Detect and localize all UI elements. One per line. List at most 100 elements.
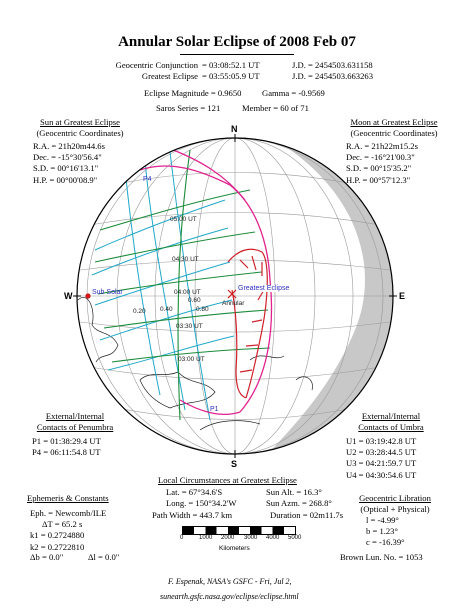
moon-dec: Dec. = -16°21'00.3" (346, 152, 415, 163)
greatest-label: Greatest Eclipse (141, 71, 198, 82)
saros-series: Saros Series = 121 (156, 103, 221, 113)
scale-tick: 2000 (221, 535, 235, 541)
umbra-u3: U3 = 04:21:59.7 UT (346, 458, 417, 469)
annular-label: Annular (222, 300, 245, 307)
greatest-jd: J.D. = 2454503.663263 (292, 71, 373, 82)
compass-west: W (64, 291, 73, 301)
penumbra-headings: External/Internal Contacts of Penumbra (20, 411, 130, 433)
sun-subheading: (Geocentric Coordinates) (36, 128, 124, 139)
libration-headings: Geocentric Libration (Optical + Physical… (340, 493, 450, 515)
compass-ticks (73, 134, 397, 458)
footer-credit: F. Espenak, NASA's GSFC - Fri, Jul 2, (168, 577, 292, 586)
ephemeris-k2: k2 = 0.2722810 (30, 541, 85, 552)
time-0300-label: 03:00 UT (178, 356, 205, 363)
umbra-headings: External/Internal Contacts of Umbra (336, 411, 446, 433)
path-width: Path Width = 443.7 km (152, 510, 233, 520)
title-underline (180, 54, 294, 55)
scale-tick: 4000 (266, 535, 280, 541)
time-0400-label: 04:00 UT (174, 289, 201, 296)
footer-url[interactable]: sunearth.gsfc.nasa.gov/eclipse/eclipse.h… (160, 592, 299, 601)
moon-ra: R.A. = 21h22m15.2s (346, 141, 418, 151)
conjunction-label: Geocentric Conjunction (115, 60, 198, 70)
coastlines (77, 297, 313, 431)
scale-tick: 5000 (288, 535, 302, 541)
penumbra-heading: External/Internal (45, 411, 105, 421)
local-right-col: Sun Alt. = 16.3° Sun Azm. = 268.8° (266, 487, 332, 509)
moon-headings: Moon at Greatest Eclipse (Geocentric Coo… (334, 117, 454, 139)
penumbra-subheading: Contacts of Penumbra (36, 422, 114, 433)
time-0330-label: 03:30 UT (176, 323, 203, 330)
local-left-col: Lat. = 67°34.6'S Long. = 150°34.2'W (166, 487, 236, 509)
sun-hp: H.P. = 00°00'08.9" (33, 174, 98, 185)
p1-label: P1 (210, 406, 219, 413)
scale-unit: Kilometers (219, 545, 250, 552)
penumbra-p4: P4 = 06:11:54.8 UT (32, 447, 101, 458)
sun-heading: Sun at Greatest Eclipse (40, 117, 120, 127)
time-0500-label: 05:00 UT (170, 216, 197, 223)
sub-solar-label: Sub Solar (92, 289, 123, 296)
penumbra-p1: P1 = 01:38:29.4 UT (32, 436, 101, 446)
night-side-shading (262, 138, 393, 454)
libration-b: b = 1.23° (366, 526, 398, 537)
sun-ra: R.A. = 21h20m44.6s (33, 141, 105, 151)
ephemeris-dl: Δl = 0.0" (88, 552, 120, 562)
header-values: = 03:08:52.1 UT = 03:55:05.9 UT (202, 60, 260, 82)
header-jd: J.D. = 2454503.631158 J.D. = 2454503.663… (292, 60, 373, 82)
scale-tick: 0 (180, 535, 184, 541)
greatest-eclipse-marker (227, 289, 237, 299)
ephemeris-db: Δb = 0.0" (30, 552, 64, 562)
compass-east: E (399, 291, 406, 301)
page-title: Annular Solar Eclipse of 2008 Feb 07 (118, 34, 356, 50)
libration-l: l = -4.99° (366, 515, 399, 525)
p4-label: P4 (143, 176, 152, 183)
penumbra-contacts: P1 = 01:38:29.4 UT P4 = 06:11:54.8 UT (32, 436, 101, 458)
libration-c: c = -16.39° (366, 537, 405, 548)
compass-north: N (231, 124, 238, 134)
ephemeris-dt: ΔT = 65.2 s (42, 519, 83, 530)
conjunction-value: = 03:08:52.1 UT (202, 60, 260, 70)
libration-values: l = -4.99° b = 1.23° c = -16.39° (366, 515, 405, 549)
penumbra-limits (139, 147, 273, 415)
scale-bar (182, 526, 296, 535)
ephemeris-values: Eph. = Newcomb/ILE ΔT = 65.2 s k1 = 0.27… (30, 508, 106, 553)
umbra-u1: U1 = 03:19:42.8 UT (346, 436, 417, 446)
sun-coordinates: R.A. = 21h20m44.6s Dec. = -15°30'56.4" S… (33, 141, 105, 186)
moon-coordinates: R.A. = 21h22m15.2s Dec. = -16°21'00.3" S… (346, 141, 418, 186)
ephemeris-heading: Ephemeris & Constants (27, 493, 109, 503)
conjunction-jd: J.D. = 2454503.631158 (292, 60, 373, 70)
eclipse-magnitude: Eclipse Magnitude = 0.9650 (144, 88, 242, 98)
moon-subheading: (Geocentric Coordinates) (350, 128, 438, 139)
umbra-subheading: Contacts of Umbra (358, 422, 424, 433)
greatest-eclipse-label: Greatest Eclipse (238, 285, 290, 292)
local-sun-alt: Sun Alt. = 16.3° (266, 487, 322, 497)
local-long: Long. = 150°34.2'W (166, 498, 237, 509)
magnitude-080-label: 0.80 (196, 306, 209, 313)
magnitude-060-label: 0.60 (188, 297, 201, 304)
moon-heading: Moon at Greatest Eclipse (350, 117, 438, 127)
duration: Duration = 02m11.7s (270, 510, 344, 520)
sun-headings: Sun at Greatest Eclipse (Geocentric Coor… (20, 117, 140, 139)
local-sun-azm: Sun Azm. = 268.8° (266, 498, 332, 509)
scale-tick: 3000 (244, 535, 258, 541)
header-labels: Geocentric Conjunction Greatest Eclipse (96, 60, 198, 82)
moon-sd: S.D. = 00°15'35.2" (346, 163, 412, 174)
ephemeris-eph: Eph. = Newcomb/ILE (30, 508, 107, 518)
scale-ticks: 0 1000 2000 3000 4000 5000 (177, 535, 302, 544)
time-lines (94, 149, 271, 421)
umbra-u4: U4 = 04:30:54.6 UT (346, 469, 417, 480)
libration-subheading: (Optical + Physical) (360, 504, 430, 515)
saros-member: Member = 60 of 71 (242, 103, 309, 113)
local-heading: Local Circumstances at Greatest Eclipse (158, 475, 297, 485)
ephemeris-k1: k1 = 0.2724880 (30, 530, 85, 541)
libration-heading: Geocentric Libration (359, 493, 431, 503)
sun-dec: Dec. = -15°30'56.4" (33, 152, 102, 163)
scale-tick: 1000 (199, 535, 213, 541)
sub-solar-marker (85, 293, 91, 299)
compass-south: S (231, 459, 238, 469)
magnitude-020-label: 0.20 (133, 308, 146, 315)
sun-sd: S.D. = 00°16'13.1" (33, 163, 99, 174)
graticule (77, 138, 393, 454)
local-lat: Lat. = 67°34.6'S (166, 487, 223, 497)
umbra-contacts: U1 = 03:19:42.8 UT U2 = 03:28:44.5 UT U3… (346, 436, 416, 481)
